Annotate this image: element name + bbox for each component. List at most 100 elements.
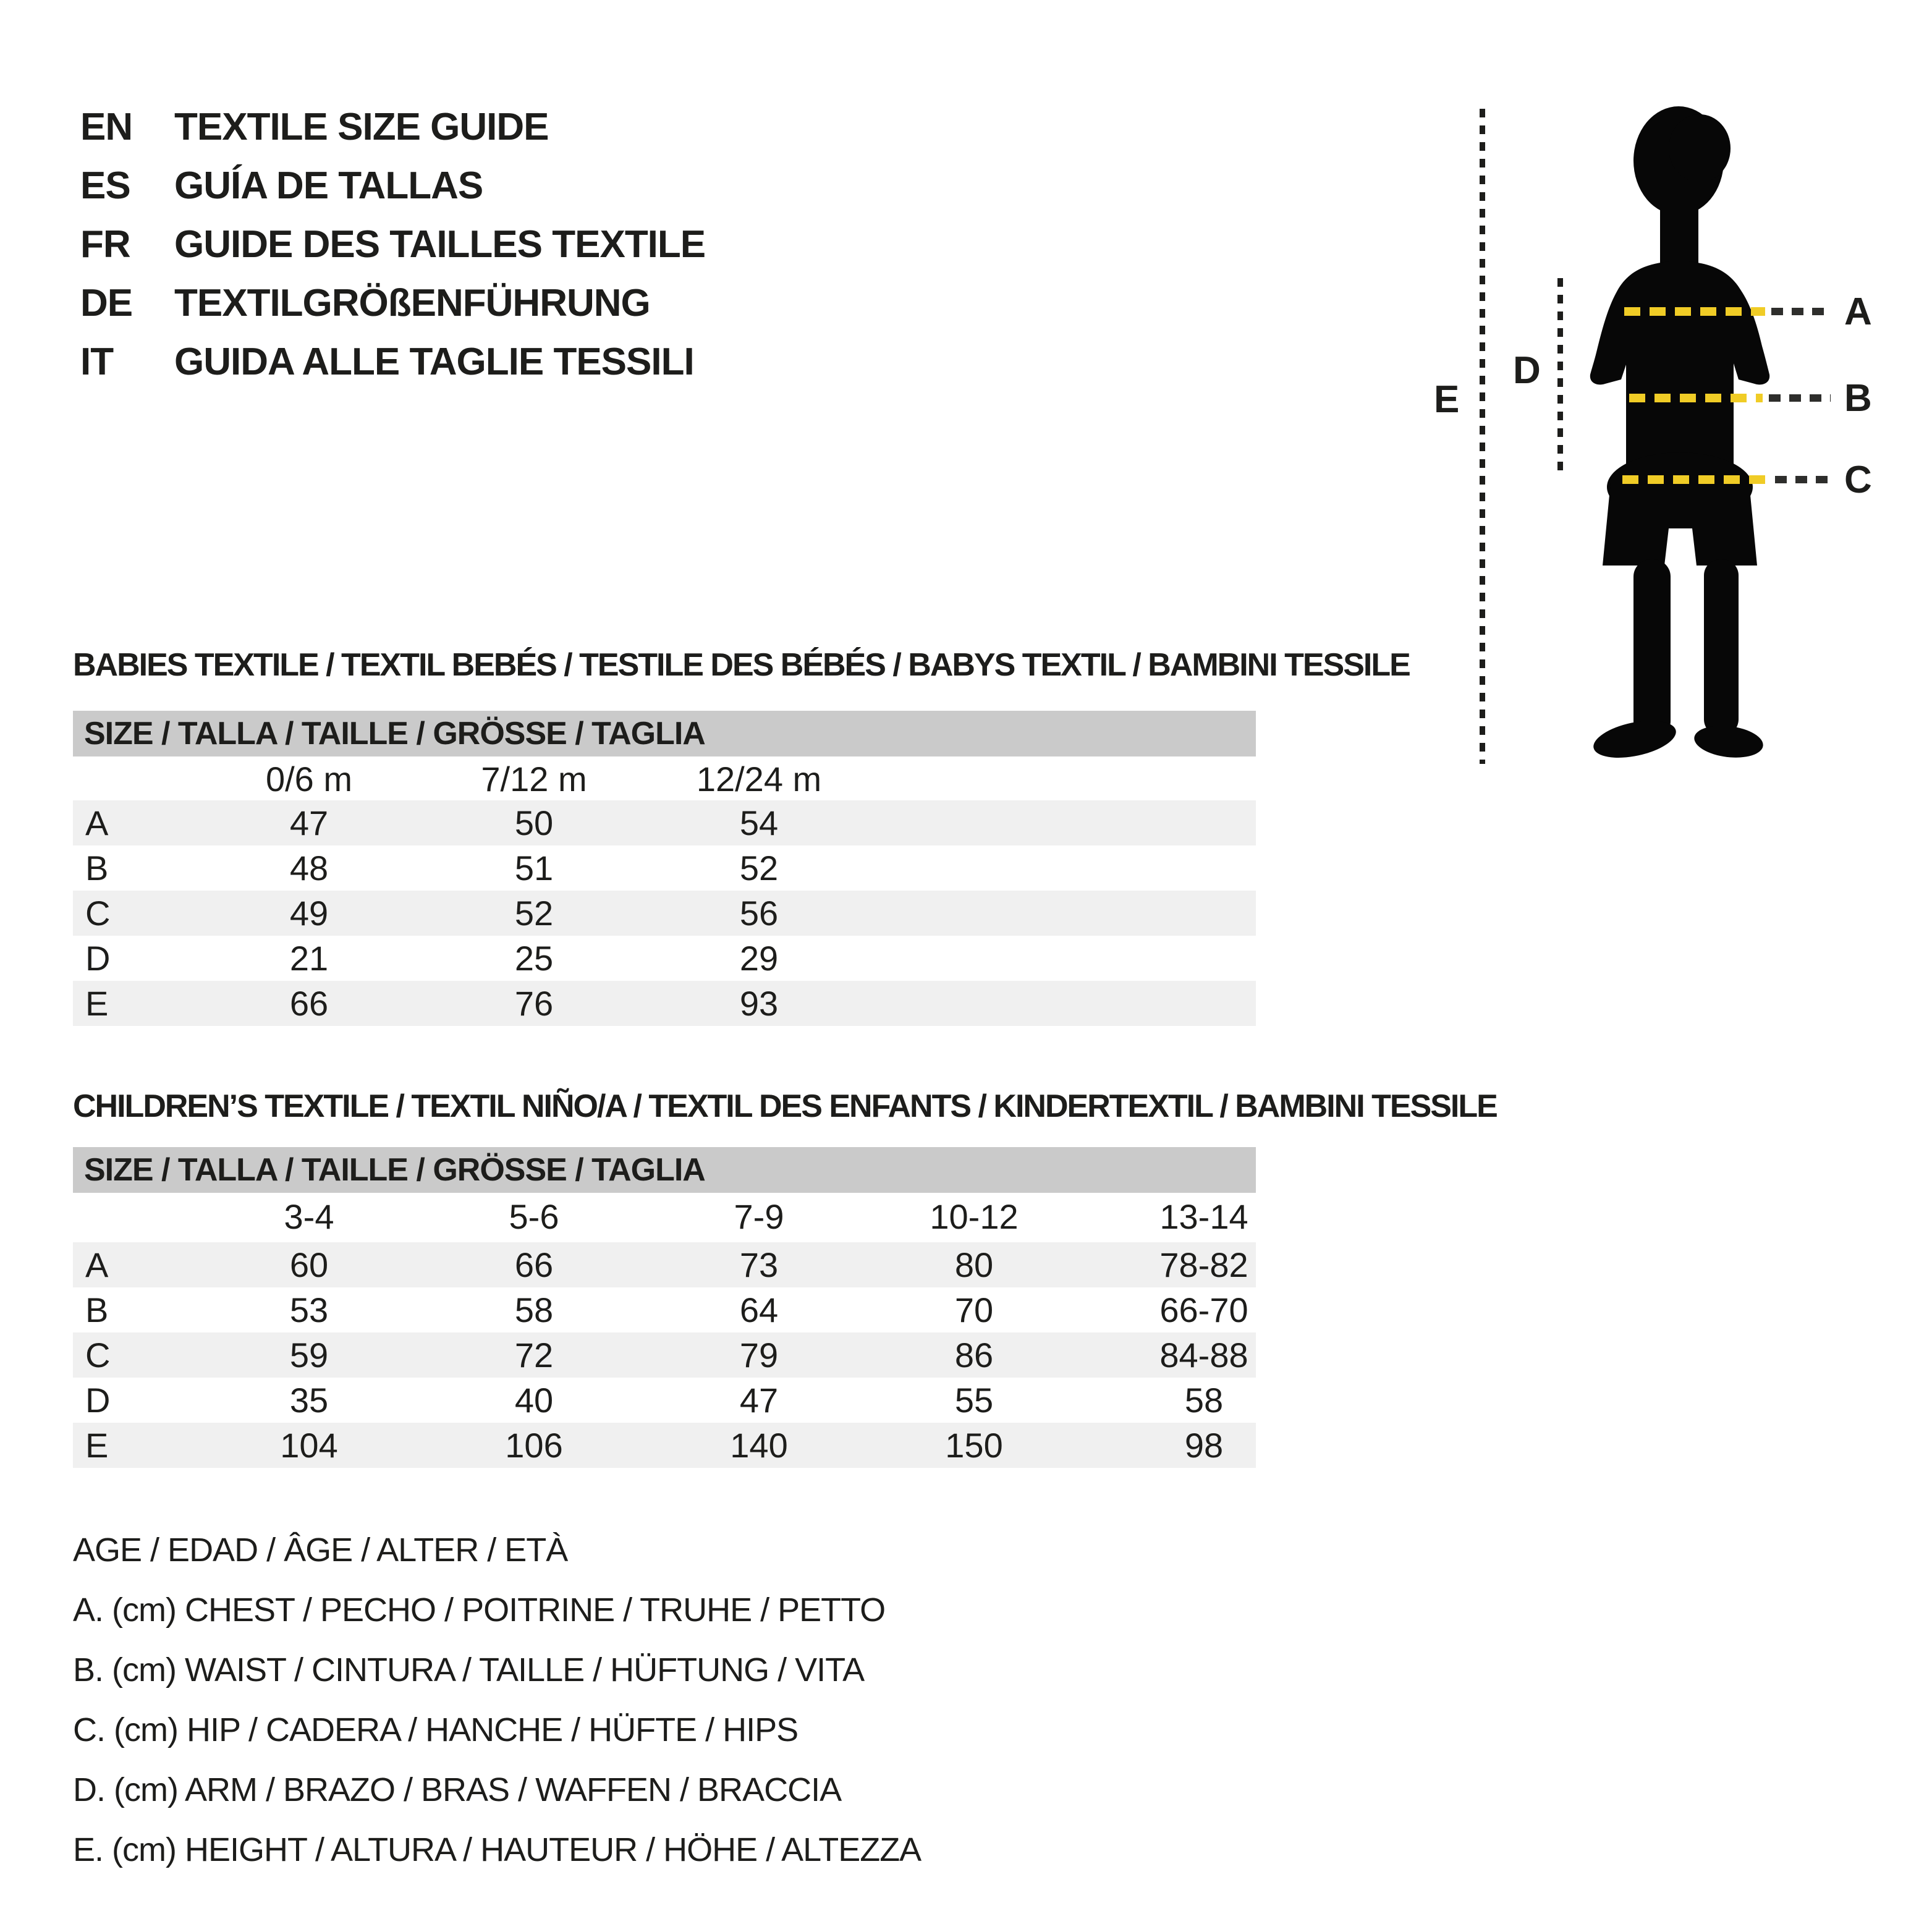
language-row-fr: FR GUIDE DES TAILLES TEXTILE [80, 215, 706, 274]
table-cell: 59 [289, 1336, 329, 1375]
language-row-en: EN TEXTILE SIZE GUIDE [80, 98, 705, 156]
legend-height: E. (cm) HEIGHT / ALTURA / HAUTEUR / HÖHE… [73, 1831, 922, 1868]
table-row: E 66 76 93 [73, 981, 1256, 1026]
table-cell: 21 [289, 939, 329, 978]
hip-line-extension [1775, 476, 1831, 483]
table-cell: 53 [289, 1290, 329, 1329]
legend-waist: B. (cm) WAIST / CINTURA / TAILLE / HÜFTU… [73, 1651, 865, 1688]
children-col-7-9: 7-9 [734, 1197, 784, 1236]
row-label: B [85, 849, 109, 888]
table-cell: 29 [739, 939, 779, 978]
legend-hip: C. (cm) HIP / CADERA / HANCHE / HÜFTE / … [73, 1711, 799, 1748]
table-cell: 66-70 [1159, 1290, 1248, 1329]
table-cell: 49 [289, 894, 329, 933]
legend-chest: A. (cm) CHEST / PECHO / POITRINE / TRUHE… [73, 1591, 886, 1629]
babies-col-0-6m: 0/6 m [265, 760, 353, 799]
chest-label: A [1844, 290, 1872, 333]
table-row: D 35 40 47 55 58 [73, 1378, 1256, 1423]
table-cell: 55 [954, 1381, 994, 1420]
language-title: GUIDE DES TAILLES TEXTILE [174, 223, 706, 266]
table-cell: 70 [954, 1290, 994, 1329]
height-label: E [1434, 378, 1460, 421]
table-cell: 60 [289, 1245, 329, 1284]
measurement-legend: AGE / EDAD / ÂGE / ALTER / ETÀ A. (cm) C… [73, 1520, 922, 1880]
table-cell: 66 [514, 1245, 554, 1284]
table-row: D 21 25 29 [73, 936, 1256, 981]
table-cell: 52 [514, 894, 554, 933]
hip-label: C [1844, 459, 1872, 501]
children-size-header: SIZE / TALLA / TAILLE / GRÖSSE / TAGLIA [73, 1147, 1256, 1193]
table-cell: 78-82 [1159, 1245, 1248, 1284]
babies-section-title: BABIES TEXTILE / TEXTIL BEBÉS / TESTILE … [73, 647, 1411, 683]
arm-label: D [1513, 349, 1541, 392]
language-title: GUÍA DE TALLAS [174, 164, 483, 207]
waist-label: B [1844, 377, 1872, 420]
table-cell: 25 [514, 939, 554, 978]
hip-line-yellow [1622, 475, 1769, 484]
table-cell: 80 [954, 1245, 994, 1284]
table-cell: 58 [514, 1290, 554, 1329]
row-label: D [85, 1381, 111, 1420]
table-cell: 84-88 [1159, 1336, 1248, 1375]
table-cell: 47 [739, 1381, 779, 1420]
table-cell: 66 [289, 984, 329, 1023]
table-cell: 54 [739, 803, 779, 842]
table-cell: 51 [514, 849, 554, 888]
language-code: ES [80, 164, 131, 207]
table-row: B 48 51 52 [73, 845, 1256, 891]
legend-arm: D. (cm) ARM / BRAZO / BRAS / WAFFEN / BR… [73, 1771, 842, 1808]
table-cell: 98 [1184, 1426, 1224, 1465]
table-row: C 49 52 56 [73, 891, 1256, 936]
table-row: C 59 72 79 86 84-88 [73, 1332, 1256, 1378]
table-cell: 35 [289, 1381, 329, 1420]
language-list: EN TEXTILE SIZE GUIDE ES GUÍA DE TALLAS … [80, 98, 706, 391]
arm-measure-line [1557, 278, 1563, 473]
babies-size-header: SIZE / TALLA / TAILLE / GRÖSSE / TAGLIA [73, 711, 1256, 756]
table-row: B 53 58 64 70 66-70 [73, 1287, 1256, 1332]
row-label: E [85, 1426, 109, 1465]
row-label: C [85, 1336, 111, 1375]
chest-line-extension [1771, 308, 1831, 315]
table-cell: 73 [739, 1245, 779, 1284]
child-silhouette-icon [1590, 106, 1770, 758]
table-cell: 106 [505, 1426, 563, 1465]
row-label: C [85, 894, 111, 933]
table-cell: 52 [739, 849, 779, 888]
table-cell: 47 [289, 803, 329, 842]
waist-line-yellow [1629, 394, 1763, 402]
row-label: E [85, 984, 109, 1023]
table-cell: 72 [514, 1336, 554, 1375]
legend-age: AGE / EDAD / ÂGE / ALTER / ETÀ [73, 1532, 568, 1569]
children-column-headers: 3-4 5-6 7-9 10-12 13-14 [73, 1195, 1256, 1239]
table-cell: 104 [280, 1426, 338, 1465]
table-cell: 140 [730, 1426, 788, 1465]
children-section-title: CHILDREN’S TEXTILE / TEXTIL NIÑO/A / TEX… [73, 1088, 1498, 1124]
children-col-3-4: 3-4 [284, 1197, 334, 1236]
chest-line-yellow [1624, 307, 1765, 316]
babies-size-header-text: SIZE / TALLA / TAILLE / GRÖSSE / TAGLIA [84, 716, 706, 752]
language-title: GUIDA ALLE TAGLIE TESSILI [174, 341, 695, 383]
table-row: A 47 50 54 [73, 800, 1256, 845]
table-cell: 64 [739, 1290, 779, 1329]
language-row-it: IT GUIDA ALLE TAGLIE TESSILI [80, 333, 705, 391]
row-label: A [85, 803, 109, 842]
children-col-5-6: 5-6 [509, 1197, 559, 1236]
row-label: D [85, 939, 111, 978]
babies-column-headers: 0/6 m 7/12 m 12/24 m [73, 758, 1256, 801]
table-cell: 86 [954, 1336, 994, 1375]
babies-col-7-12m: 7/12 m [481, 760, 587, 799]
babies-col-12-24m: 12/24 m [696, 760, 822, 799]
table-cell: 48 [289, 849, 329, 888]
row-label: A [85, 1245, 109, 1284]
language-code: EN [80, 106, 133, 148]
height-measure-line [1480, 109, 1485, 764]
table-cell: 56 [739, 894, 779, 933]
table-row: A 60 66 73 80 78-82 [73, 1242, 1256, 1287]
table-cell: 58 [1184, 1381, 1224, 1420]
language-row-de: DE TEXTILGRÖßENFÜHRUNG [80, 274, 705, 333]
language-code: DE [80, 282, 133, 324]
table-cell: 50 [514, 803, 554, 842]
table-row: E 104 106 140 150 98 [73, 1423, 1256, 1468]
table-cell: 79 [739, 1336, 779, 1375]
